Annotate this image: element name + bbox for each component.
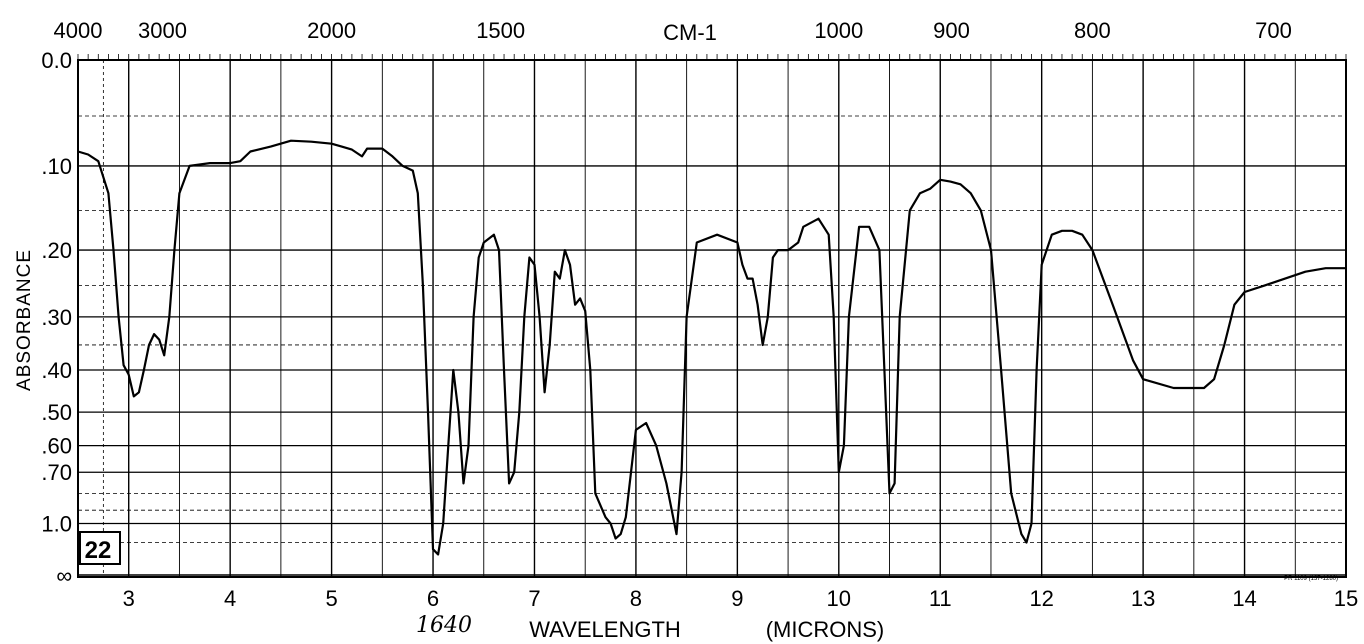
top-axis-title: CM-1	[663, 20, 717, 45]
spectrum-line	[77, 139, 1346, 556]
chart-grid	[77, 54, 1347, 578]
y-tick-label: .30	[41, 305, 72, 330]
top-tick-label: 900	[933, 18, 970, 43]
x-tick-label: 6	[427, 586, 439, 611]
top-tick-label: 700	[1255, 18, 1292, 43]
top-tick-label: 3000	[138, 18, 187, 43]
x-tick-label: 8	[630, 586, 642, 611]
top-tick-label: 1500	[476, 18, 525, 43]
y-tick-label: 0.0	[41, 48, 72, 73]
x-tick-label: 14	[1232, 586, 1256, 611]
x-tick-label: 13	[1131, 586, 1155, 611]
x-tick-label: 3	[123, 586, 135, 611]
y-axis-title: ABSORBANCE	[14, 249, 35, 391]
x-tick-label: 10	[827, 586, 851, 611]
y-tick-label: .50	[41, 400, 72, 425]
x-tick-label: 15	[1334, 586, 1358, 611]
x-tick-label: 5	[325, 586, 337, 611]
y-tick-label: .40	[41, 358, 72, 383]
x-tick-label: 4	[224, 586, 236, 611]
y-tick-label: .10	[41, 154, 72, 179]
x-tick-label: 12	[1029, 586, 1053, 611]
sample-number-box	[79, 531, 121, 565]
top-tick-label: 4000	[54, 18, 103, 43]
y-tick-label: .20	[41, 238, 72, 263]
x-tick-label: 11	[929, 586, 952, 611]
print-code: PR 1109 (137-1280)	[1284, 576, 1338, 582]
x-tick-label: 7	[528, 586, 540, 611]
x-axis-units: (MICRONS)	[766, 617, 885, 642]
y-tick-label: .60	[41, 434, 72, 459]
sample-number: 22	[85, 537, 112, 564]
y-tick-label: .70	[41, 460, 72, 485]
y-tick-label: 1.0	[41, 512, 72, 537]
x-tick-label: 9	[731, 586, 743, 611]
handwritten-peak-annotation: 1640	[416, 613, 472, 638]
y-tick-label: ∞	[56, 563, 72, 588]
axis-labels: 3 4 5 6 7 8 9 10 11 12 13 14 15 4000 3000 2000 1500 1000 9…	[41, 18, 1358, 611]
top-tick-label: 1000	[814, 18, 863, 43]
top-tick-label: 800	[1074, 18, 1111, 43]
plot-frame	[77, 59, 1347, 578]
top-tick-label: 2000	[307, 18, 356, 43]
x-axis-title: WAVELENGTH	[529, 617, 681, 642]
spectrum-curve-layer	[77, 139, 1346, 556]
